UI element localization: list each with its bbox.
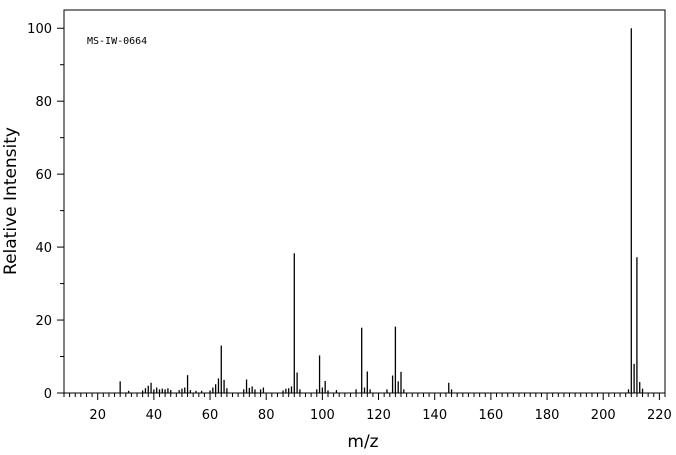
x-tick-label: 220 <box>647 408 672 423</box>
x-tick-label: 120 <box>366 408 391 423</box>
axes: 20 40 60 80 100 120 140 160 180 200 220 0 20 40 60 80 10… <box>27 9 672 423</box>
x-tick-label: 180 <box>535 408 560 423</box>
x-tick-label: 60 <box>202 408 219 423</box>
spectrum-id-label: MS-IW-0664 <box>87 36 147 47</box>
x-tick-label: 200 <box>591 408 616 423</box>
y-tick-label: 20 <box>35 314 52 329</box>
y-tick-label: 0 <box>44 387 52 402</box>
y-tick-label: 60 <box>35 168 52 183</box>
x-axis-title: m/z <box>347 432 378 452</box>
x-tick-label: 20 <box>89 408 106 423</box>
plot-frame <box>63 9 666 394</box>
y-tick-label: 100 <box>27 22 52 37</box>
x-tick-label: 40 <box>146 408 163 423</box>
x-tick-label: 100 <box>310 408 335 423</box>
peak-bars <box>119 28 644 393</box>
y-axis-title: Relative Intensity <box>1 127 21 275</box>
x-tick-label: 140 <box>422 408 447 423</box>
x-tick-label: 80 <box>258 408 275 423</box>
x-tick-label: 160 <box>478 408 503 423</box>
y-tick-label: 80 <box>35 95 52 110</box>
y-tick-label: 40 <box>35 241 52 256</box>
